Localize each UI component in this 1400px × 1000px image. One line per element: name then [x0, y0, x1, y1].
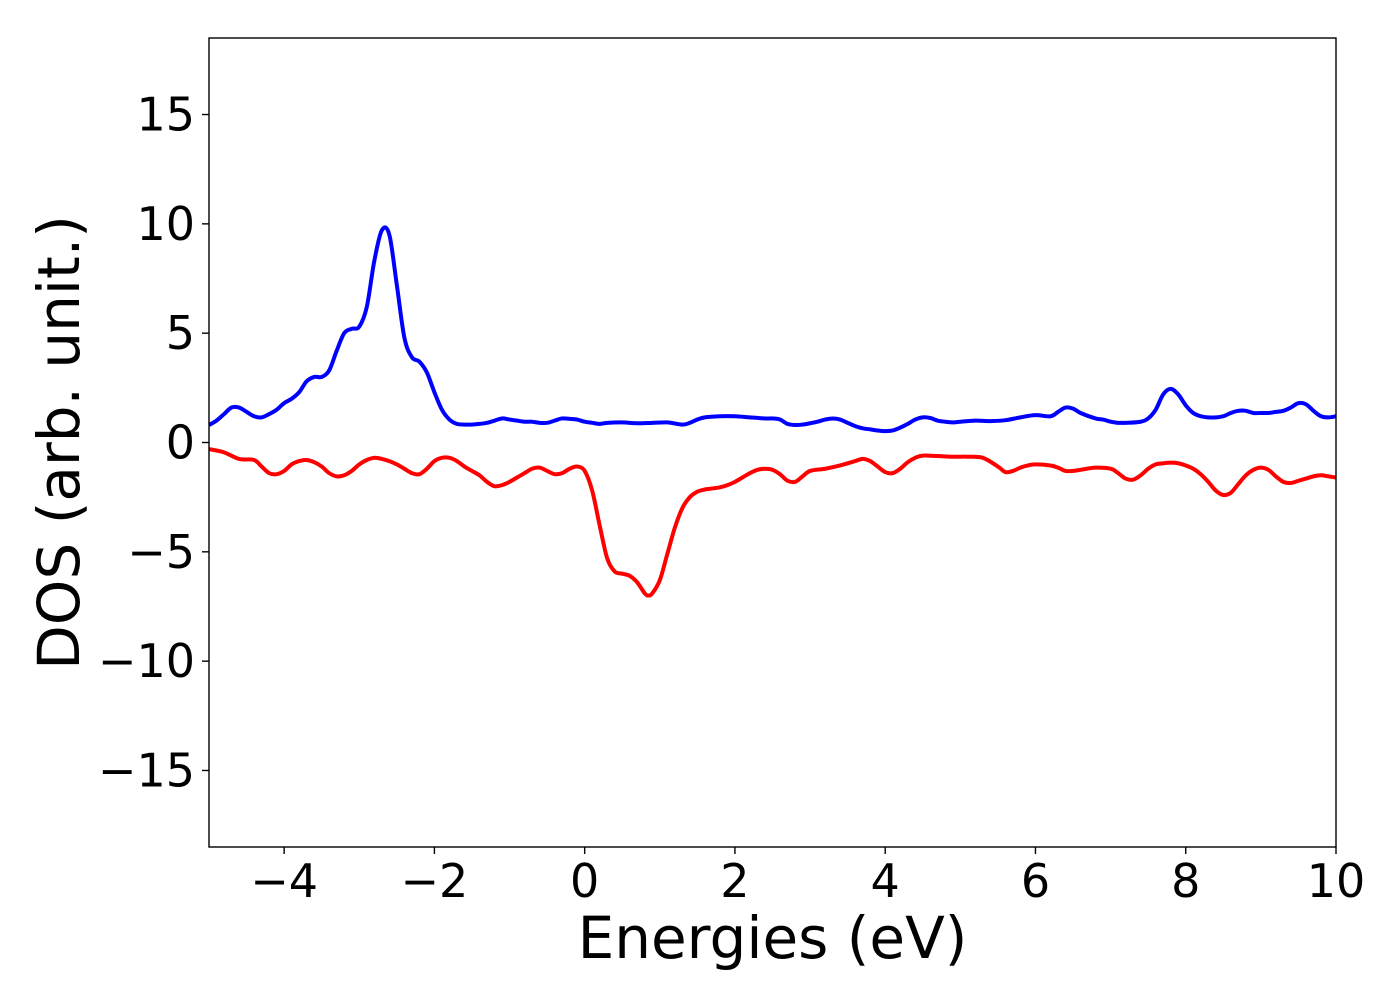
- y-tick-label: 5: [166, 306, 195, 360]
- plot-area: −4 −2 0 2 4 6 8 10 −15 −10 −5 0 5 10 15: [98, 37, 1365, 908]
- x-tick-label: 2: [720, 854, 749, 908]
- y-tick-label: −15: [98, 743, 195, 797]
- plot-frame: [208, 37, 1337, 848]
- y-axis: −15 −10 −5 0 5 10 15: [98, 88, 209, 797]
- series-line-spin-up: [209, 225, 1336, 434]
- y-tick-label: −5: [127, 525, 195, 579]
- x-axis: −4 −2 0 2 4 6 8 10: [250, 847, 1365, 908]
- x-tick-label: 8: [1171, 854, 1200, 908]
- x-tick-label: 10: [1307, 854, 1366, 908]
- x-tick-label: 0: [570, 854, 599, 908]
- y-tick-label: −10: [98, 634, 195, 688]
- x-axis-label: Energies (eV): [578, 904, 968, 972]
- x-tick-label: 6: [1021, 854, 1050, 908]
- x-tick-label: 4: [871, 854, 900, 908]
- x-tick-label: −4: [250, 854, 318, 908]
- y-axis-label: DOS (arb. unit.): [25, 215, 93, 670]
- y-tick-label: 0: [166, 416, 195, 470]
- series-line-spin-down: [209, 447, 1336, 598]
- x-tick-label: −2: [400, 854, 468, 908]
- y-tick-label: 10: [136, 197, 195, 251]
- series-layer: [209, 225, 1336, 598]
- y-tick-label: 15: [136, 88, 195, 142]
